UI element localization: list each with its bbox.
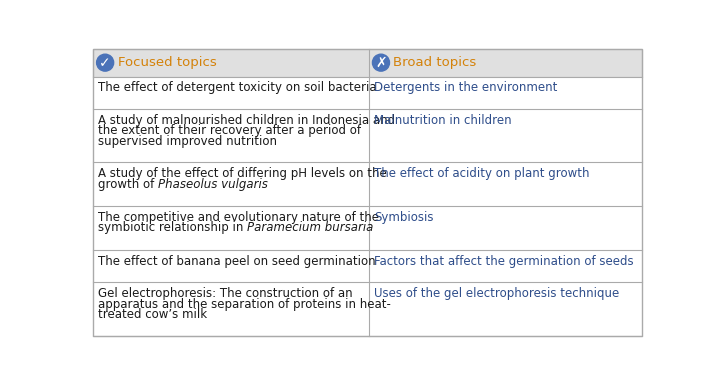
Text: ✗: ✗ bbox=[375, 56, 386, 70]
Text: The effect of detergent toxicity on soil bacteria: The effect of detergent toxicity on soil… bbox=[98, 81, 376, 94]
Bar bbox=[92, 77, 642, 109]
Text: Broad topics: Broad topics bbox=[394, 56, 477, 69]
Text: The effect of banana peel on seed germination: The effect of banana peel on seed germin… bbox=[98, 255, 376, 268]
Text: A study of the effect of differing pH levels on the: A study of the effect of differing pH le… bbox=[98, 167, 387, 180]
Text: The competitive and evolutionary nature of the: The competitive and evolutionary nature … bbox=[98, 211, 379, 224]
Bar bbox=[92, 49, 642, 77]
Text: Paramecium bursaria: Paramecium bursaria bbox=[247, 221, 374, 234]
Bar bbox=[92, 162, 642, 206]
Text: growth of: growth of bbox=[98, 178, 158, 191]
Text: apparatus and the separation of proteins in heat-: apparatus and the separation of proteins… bbox=[98, 298, 391, 311]
Text: The effect of acidity on plant growth: The effect of acidity on plant growth bbox=[374, 167, 589, 180]
Circle shape bbox=[97, 54, 114, 71]
Bar bbox=[92, 206, 642, 250]
Text: Uses of the gel electrophoresis technique: Uses of the gel electrophoresis techniqu… bbox=[374, 287, 619, 300]
Circle shape bbox=[372, 54, 389, 71]
Text: Symbiosis: Symbiosis bbox=[374, 211, 434, 224]
Text: Detergents in the environment: Detergents in the environment bbox=[374, 81, 557, 94]
Text: Focused topics: Focused topics bbox=[118, 56, 217, 69]
Text: Malnutrition in children: Malnutrition in children bbox=[374, 114, 512, 126]
Text: symbiotic relationship in: symbiotic relationship in bbox=[98, 221, 247, 234]
Text: A study of malnourished children in Indonesia and: A study of malnourished children in Indo… bbox=[98, 114, 395, 126]
Text: treated cow’s milk: treated cow’s milk bbox=[98, 308, 207, 321]
Bar bbox=[92, 109, 642, 162]
Text: Phaseolus vulgaris: Phaseolus vulgaris bbox=[158, 178, 268, 191]
Text: ✓: ✓ bbox=[100, 56, 111, 70]
Text: the extent of their recovery after a period of: the extent of their recovery after a per… bbox=[98, 124, 361, 137]
Text: Factors that affect the germination of seeds: Factors that affect the germination of s… bbox=[374, 255, 634, 268]
Text: Gel electrophoresis: The construction of an: Gel electrophoresis: The construction of… bbox=[98, 287, 353, 300]
Bar bbox=[92, 250, 642, 282]
Text: supervised improved nutrition: supervised improved nutrition bbox=[98, 135, 277, 148]
Bar bbox=[92, 282, 642, 336]
